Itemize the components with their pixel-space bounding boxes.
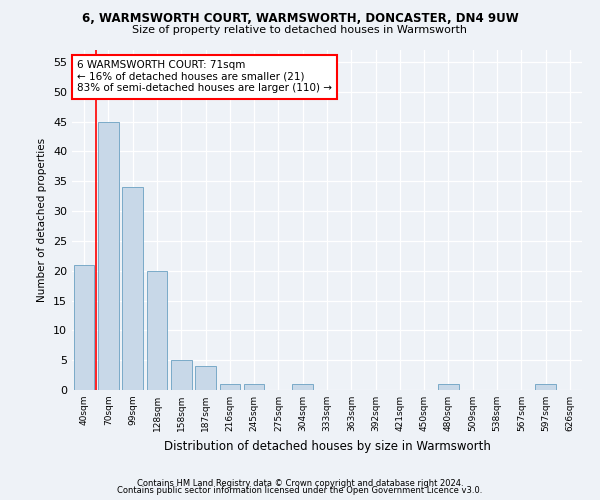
Bar [220, 384, 240, 390]
Text: 6, WARMSWORTH COURT, WARMSWORTH, DONCASTER, DN4 9UW: 6, WARMSWORTH COURT, WARMSWORTH, DONCAST… [82, 12, 518, 26]
Bar [535, 384, 556, 390]
Bar [146, 270, 167, 390]
Y-axis label: Number of detached properties: Number of detached properties [37, 138, 47, 302]
Bar [74, 264, 94, 390]
Bar [438, 384, 459, 390]
Bar [244, 384, 265, 390]
Text: 6 WARMSWORTH COURT: 71sqm
← 16% of detached houses are smaller (21)
83% of semi-: 6 WARMSWORTH COURT: 71sqm ← 16% of detac… [77, 60, 332, 94]
Text: Contains HM Land Registry data © Crown copyright and database right 2024.: Contains HM Land Registry data © Crown c… [137, 478, 463, 488]
Text: Size of property relative to detached houses in Warmsworth: Size of property relative to detached ho… [133, 25, 467, 35]
Bar [171, 360, 191, 390]
Bar [292, 384, 313, 390]
Bar [98, 122, 119, 390]
Bar [122, 187, 143, 390]
Bar [195, 366, 216, 390]
X-axis label: Distribution of detached houses by size in Warmsworth: Distribution of detached houses by size … [164, 440, 490, 452]
Text: Contains public sector information licensed under the Open Government Licence v3: Contains public sector information licen… [118, 486, 482, 495]
